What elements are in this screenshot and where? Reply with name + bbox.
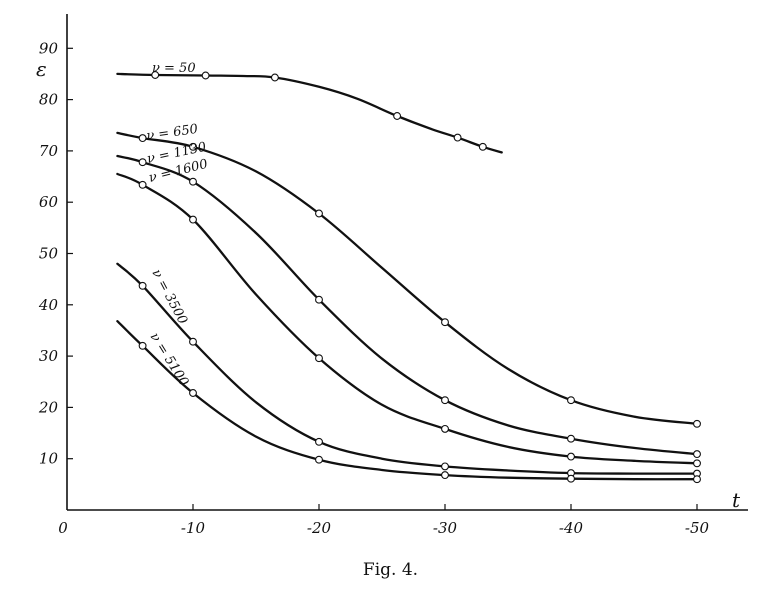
data-point <box>315 209 323 218</box>
data-point <box>189 177 197 186</box>
y-tick-label: 80 <box>39 91 59 109</box>
data-point <box>189 215 197 224</box>
x-tick-label: -30 <box>433 519 458 537</box>
data-point <box>567 452 575 461</box>
data-point <box>567 434 575 443</box>
y-tick-label: 10 <box>39 450 59 468</box>
x-tick-label: -10 <box>181 519 206 537</box>
data-point <box>315 455 323 464</box>
series-label: ν = 5100 <box>147 330 192 389</box>
y-tick-label: 30 <box>39 347 59 365</box>
data-point <box>315 437 323 446</box>
series-line <box>116 131 699 425</box>
series-label: ν = 650 <box>145 122 198 144</box>
data-point <box>567 396 575 405</box>
x-tick-label: -50 <box>685 519 710 537</box>
data-point <box>138 180 147 189</box>
series-label: ν = 50 <box>152 61 196 76</box>
series-line <box>116 72 503 154</box>
data-point <box>189 337 197 346</box>
data-point <box>270 73 279 82</box>
y-tick-label: 20 <box>38 398 59 416</box>
y-tick-label: 60 <box>39 193 59 211</box>
data-point <box>567 474 575 483</box>
y-axis-label: ε <box>36 57 47 81</box>
y-tick-label: 40 <box>38 296 59 314</box>
x-tick-label: -40 <box>559 519 584 537</box>
data-point <box>693 475 701 484</box>
data-point <box>189 142 197 151</box>
data-point <box>693 450 701 459</box>
figure-caption: Fig. 4. <box>362 560 419 580</box>
data-point <box>315 354 323 363</box>
data-point <box>441 471 449 480</box>
data-point <box>441 424 449 433</box>
data-point <box>189 389 197 397</box>
data-point <box>138 281 147 290</box>
data-point <box>478 142 487 151</box>
series-curves <box>116 72 699 481</box>
data-point <box>693 419 701 428</box>
data-point <box>441 396 449 405</box>
x-tick-label: 0 <box>58 519 68 537</box>
series-line <box>116 172 699 465</box>
data-point <box>441 462 449 471</box>
data-point <box>201 71 210 80</box>
data-point <box>441 318 449 327</box>
data-point <box>315 295 323 304</box>
data-point <box>138 158 147 167</box>
y-tick-label: 50 <box>39 245 59 263</box>
x-axis-label: t <box>732 488 741 512</box>
data-point <box>138 341 147 350</box>
y-tick-label: 90 <box>39 39 59 57</box>
data-point <box>138 134 147 143</box>
data-points <box>138 71 701 484</box>
series-label: ν = 3500 <box>148 267 189 327</box>
axes: 10 20 30 40 50 60 70 80 90 0 -10 -20 -30 -40 -50 ε t <box>36 14 748 537</box>
data-point <box>693 459 701 468</box>
series-line <box>116 320 699 481</box>
series-line <box>116 154 699 456</box>
x-tick-label: -20 <box>307 519 332 537</box>
series-line <box>116 262 699 475</box>
data-point <box>151 71 160 79</box>
y-tick-label: 70 <box>39 142 59 160</box>
data-point <box>393 112 402 120</box>
data-point <box>453 133 462 142</box>
